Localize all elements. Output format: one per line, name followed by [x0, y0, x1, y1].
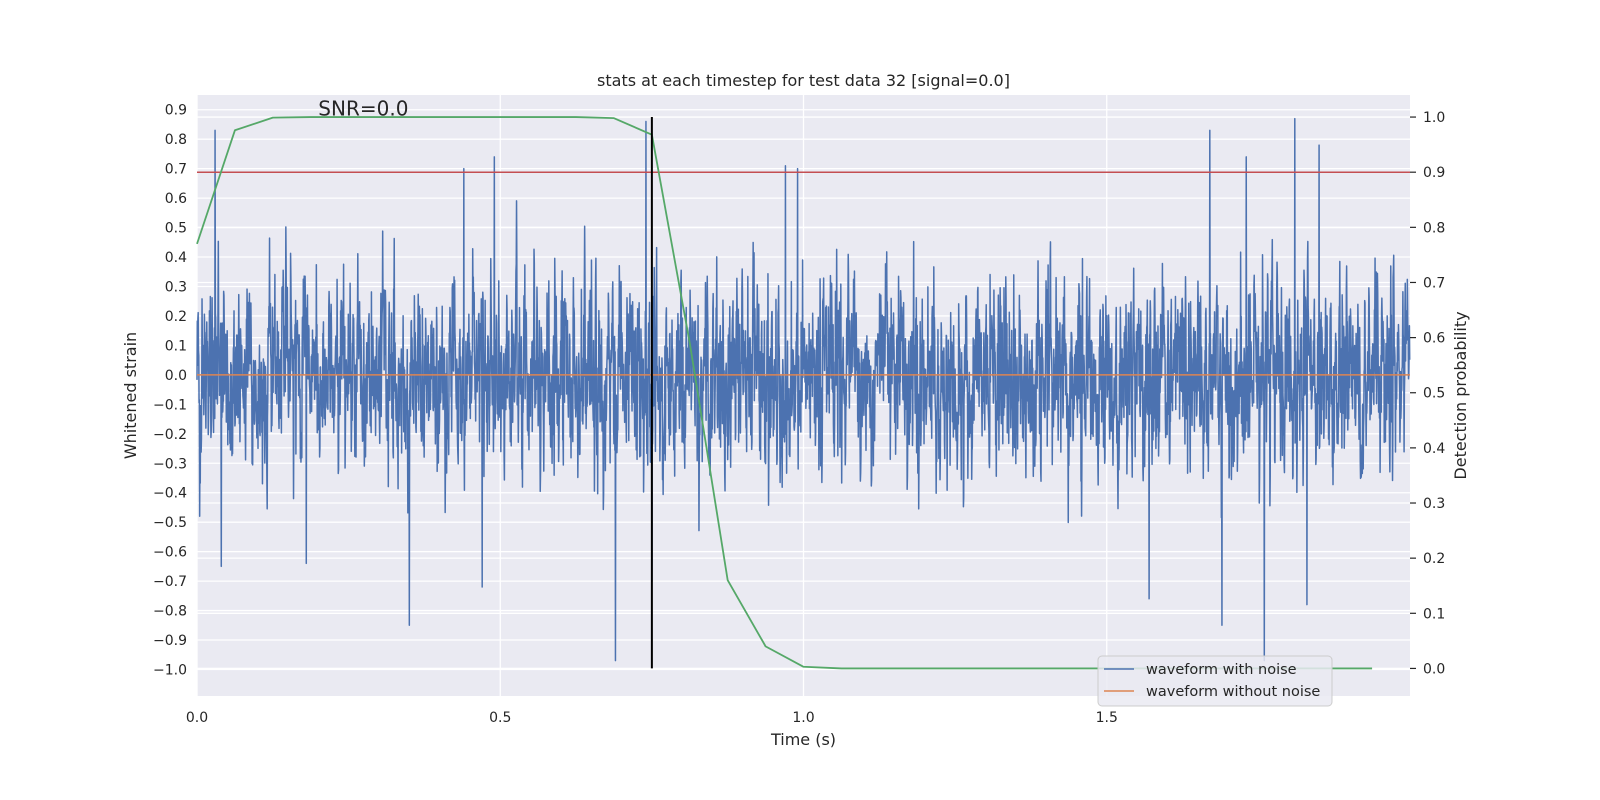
legend-box	[1097, 655, 1333, 707]
y-tick-label: −0.5	[153, 515, 187, 531]
y-tick-label: 0.3	[165, 279, 187, 295]
x-tick-label: 1.0	[792, 710, 814, 726]
y2-tick-label: 0.0	[1423, 661, 1445, 677]
y-tick-label: 0.5	[165, 221, 187, 237]
x-tick-label: 0.0	[186, 710, 208, 726]
x-axis: 0.0 0.5 1.0 1.5	[186, 710, 1118, 726]
y-tick-label: −0.4	[153, 486, 187, 502]
y-tick-label: −0.7	[153, 574, 187, 590]
legend: waveform with noise waveform without noi…	[1097, 655, 1333, 707]
y2-tick-label: 1.0	[1423, 110, 1445, 126]
y-tick-label: −0.1	[153, 397, 187, 413]
y-tick-label: 0.6	[165, 191, 187, 207]
y-tick-label: 0.4	[165, 250, 187, 266]
y-tick-label: 0.1	[165, 338, 187, 354]
y-axis-label: Whitened strain	[121, 332, 140, 459]
y2-tick-label: 0.1	[1423, 606, 1445, 622]
snr-annotation: SNR=0.0	[318, 97, 408, 121]
y-tick-label: −1.0	[153, 662, 187, 678]
y-tick-label: −0.9	[153, 633, 187, 649]
legend-label-noisy: waveform with noise	[1146, 662, 1297, 678]
y-tick-label: −0.3	[153, 456, 187, 472]
y-tick-label: 0.7	[165, 162, 187, 178]
x-tick-label: 0.5	[489, 710, 511, 726]
legend-label-clean: waveform without noise	[1146, 684, 1320, 700]
y2-tick-label: 0.4	[1423, 441, 1445, 457]
x-axis-label: Time (s)	[770, 730, 836, 749]
chart-title: stats at each timestep for test data 32 …	[597, 71, 1010, 90]
y2-tick-label: 0.8	[1423, 220, 1445, 236]
y-tick-label: 0.8	[165, 132, 187, 148]
left-axis: −1.0 −0.9 −0.8 −0.7 −0.6 −0.5 −0.4 −0.3 −0.2 −0.1…	[153, 103, 187, 679]
y2-tick-label: 0.7	[1423, 275, 1445, 291]
series-waveform-with-noise	[196, 117, 1411, 662]
y-tick-label: −0.8	[153, 604, 187, 620]
y-tick-label: 0.2	[165, 309, 187, 325]
right-axis: 0.0 0.1 0.2 0.3 0.4 0.5 0.6 0.7 0.8 0.9 1.0	[1410, 110, 1445, 677]
y2-tick-label: 0.2	[1423, 551, 1445, 567]
data-layer	[196, 116, 1411, 670]
y-tick-label: −0.2	[153, 427, 187, 443]
y2-tick-label: 0.5	[1423, 386, 1445, 402]
y2-tick-label: 0.9	[1423, 165, 1445, 181]
y2-tick-label: 0.6	[1423, 331, 1445, 347]
y-tick-label: 0.9	[165, 103, 187, 119]
y-tick-label: −0.6	[153, 545, 187, 561]
y2-tick-label: 0.3	[1423, 496, 1445, 512]
x-tick-label: 1.5	[1096, 710, 1118, 726]
y2-axis-label: Detection probability	[1451, 311, 1470, 479]
y-tick-label: 0.0	[165, 368, 187, 384]
